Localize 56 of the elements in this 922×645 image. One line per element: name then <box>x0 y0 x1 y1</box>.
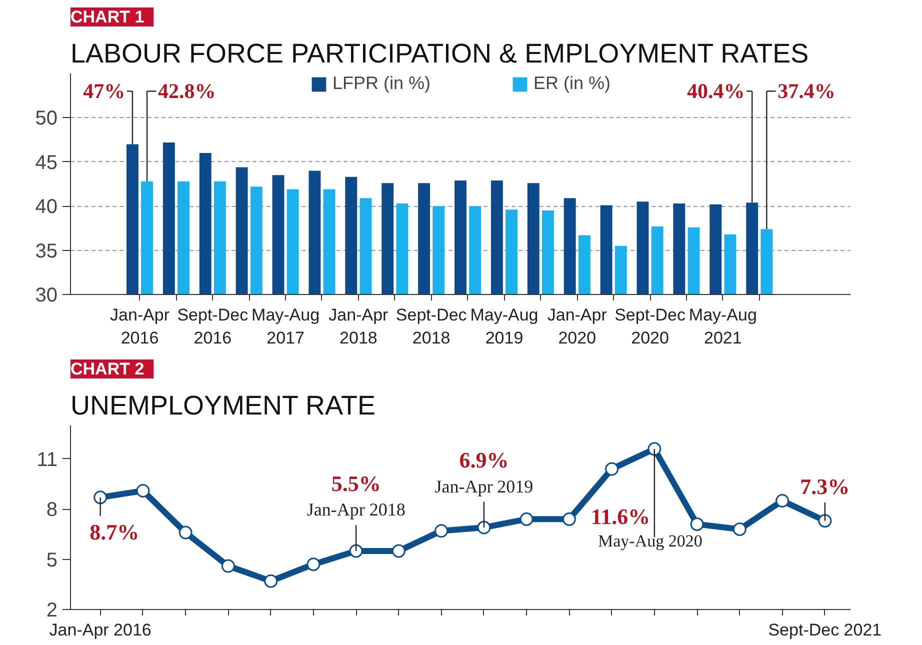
annotation: Jan-Apr 2019 <box>434 476 534 496</box>
point <box>434 524 448 538</box>
chart-title: LABOUR FORCE PARTICIPATION & EMPLOYMENT RATES <box>70 38 809 68</box>
point <box>605 462 619 476</box>
y-tick-label: 45 <box>35 152 58 174</box>
point <box>732 522 746 536</box>
x-tick-label: May-Aug 2021 <box>688 306 757 348</box>
legend-label: ER (in %) <box>534 73 611 94</box>
data-label: 11.6% <box>590 504 650 530</box>
x-tick-label: Sept-Dec 2021 <box>768 620 882 640</box>
point <box>520 512 534 526</box>
y-tick-label: 11 <box>36 448 58 471</box>
x-tick-label: Sept-Dec 2020 <box>614 306 686 348</box>
point <box>648 442 662 456</box>
y-tick-label: 50 <box>35 108 58 130</box>
point <box>178 526 192 540</box>
chart-title: UNEMPLOYMENT RATE <box>70 390 376 420</box>
data-label: 7.3% <box>800 474 850 499</box>
data-label: 42.8% <box>158 79 216 104</box>
annotation: Jan-Apr 2018 <box>306 500 406 520</box>
point <box>477 520 491 534</box>
point <box>221 559 235 573</box>
chart-subtitle: CHART 2 <box>70 360 144 378</box>
data-label: 40.4% <box>687 79 745 104</box>
point <box>94 490 108 504</box>
point <box>690 517 704 531</box>
y-tick-label: 2 <box>46 600 58 622</box>
x-tick-label: May-Aug 2019 <box>470 306 538 348</box>
y-tick-label: 8 <box>46 499 58 522</box>
point <box>306 558 320 572</box>
chart-subtitle: CHART 1 <box>70 8 144 26</box>
point <box>818 514 832 528</box>
legend-label: LFPR (in %) <box>332 73 430 94</box>
point <box>562 512 576 526</box>
x-tick-label: May-Aug 2017 <box>252 306 320 348</box>
data-label: 8.7% <box>90 520 140 545</box>
y-tick-label: 35 <box>35 240 58 262</box>
x-tick-label: Jan-Apr 2020 <box>547 306 608 348</box>
point <box>264 574 278 588</box>
y-tick-label: 5 <box>46 549 58 572</box>
x-tick-label: Jan-Apr 2016 <box>110 306 170 348</box>
annotation: May-Aug 2020 <box>598 532 702 551</box>
point <box>776 494 790 508</box>
data-label: 47% <box>83 79 126 104</box>
y-tick-label: 40 <box>35 196 58 218</box>
data-label: 6.9% <box>459 447 509 472</box>
x-tick-label: Jan-Apr 2018 <box>328 306 389 348</box>
x-tick-label: Sept-Dec 2018 <box>396 306 468 348</box>
x-tick-label: Jan-Apr 2016 <box>49 620 152 640</box>
y-tick-label: 30 <box>35 284 58 306</box>
x-tick-label: Sept-Dec 2016 <box>177 306 249 348</box>
data-label: 37.4% <box>778 79 836 104</box>
point <box>392 544 406 558</box>
data-label: 5.5% <box>331 470 381 496</box>
point <box>349 544 363 558</box>
point <box>136 484 150 498</box>
